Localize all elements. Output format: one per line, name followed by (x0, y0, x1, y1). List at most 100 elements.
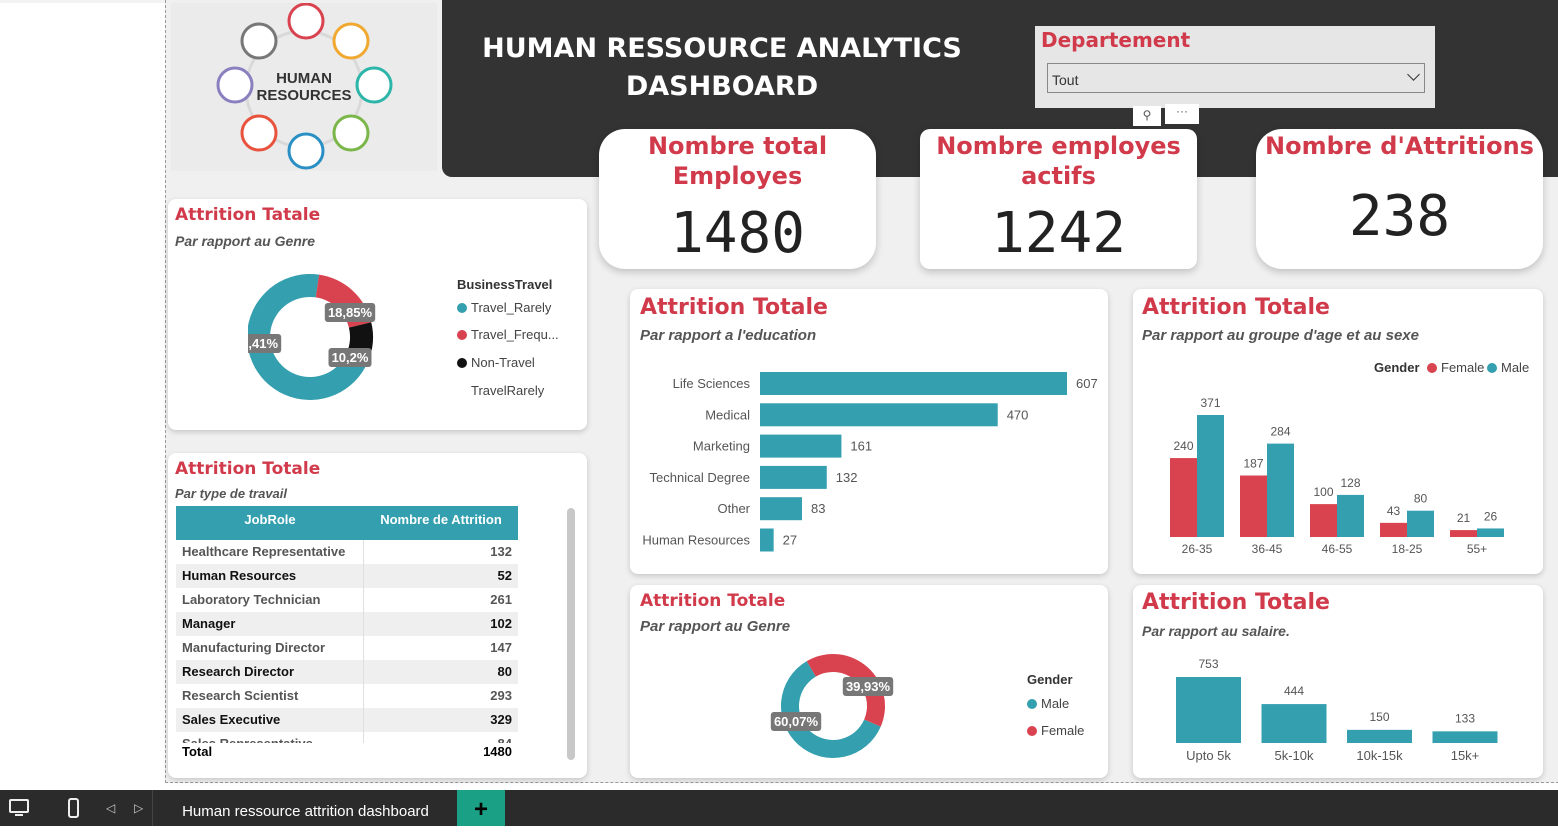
data-label: 83 (811, 501, 825, 516)
kpi-attritions[interactable]: Nombre d'Attritions 238 (1256, 129, 1543, 269)
kpi-title-1: Nombre employes (936, 132, 1181, 160)
page-title: HUMAN RESSOURCE ANALYTICS DASHBOARD (442, 30, 1002, 106)
add-page-button[interactable]: + (457, 790, 505, 826)
card-attrition-education[interactable]: Attrition Totale Par rapport a l'educati… (630, 289, 1108, 574)
card-attrition-travel[interactable]: Attrition Tatale Par rapport au Genre 70… (168, 199, 587, 430)
table-header: JobRole Nombre de Attrition (176, 506, 518, 540)
kpi-active-employees[interactable]: Nombre employes actifs 1242 (920, 129, 1197, 269)
data-label: 70,41% (248, 334, 282, 353)
table-scrollbar[interactable] (567, 508, 575, 760)
col-header-jobrole[interactable]: JobRole (244, 512, 296, 527)
card-title: Attrition Totale (1142, 590, 1330, 615)
bar[interactable] (1176, 677, 1241, 743)
donut-slice-female[interactable] (806, 654, 885, 727)
bar-male[interactable] (1197, 415, 1224, 537)
desktop-view-icon[interactable] (9, 799, 29, 813)
table-row[interactable]: Manager 102 (176, 612, 518, 636)
cell-jobrole: Sales Representative (176, 732, 364, 743)
data-label: 26 (1484, 509, 1498, 523)
donut-slice-travel-rarely[interactable] (248, 274, 368, 400)
mobile-view-icon[interactable] (68, 798, 79, 818)
cell-jobrole: Manager (176, 612, 364, 636)
card-attrition-salary[interactable]: Attrition Totale Par rapport au salaire.… (1133, 585, 1543, 778)
table-row[interactable]: Research Director 80 (176, 660, 518, 684)
bar-female[interactable] (1240, 475, 1267, 537)
card-title: Attrition Totale (640, 591, 786, 611)
legend-item-non-travel[interactable]: Non-Travel (457, 355, 535, 370)
bar[interactable] (760, 528, 774, 552)
bar-male[interactable] (1267, 443, 1294, 537)
axis-tick-label: Other (717, 501, 750, 516)
total-value: 1480 (483, 744, 512, 759)
kpi-title-1: Nombre total (647, 132, 828, 160)
filter-icon[interactable]: ⚲ (1133, 106, 1161, 126)
next-page-icon[interactable]: ▷ (134, 801, 144, 815)
bar[interactable] (1261, 704, 1327, 743)
svg-text:10,2%: 10,2% (332, 350, 369, 365)
cell-jobrole: Human Resources (176, 564, 364, 588)
axis-tick-label: Upto 5k (1186, 748, 1231, 763)
svg-text:18,85%: 18,85% (328, 305, 373, 320)
data-label: 240 (1173, 439, 1193, 453)
legend-item-female[interactable]: Female (1427, 360, 1484, 375)
axis-tick-label: 10k-15k (1356, 748, 1403, 763)
kpi-total-employees[interactable]: Nombre total Employes 1480 (599, 129, 876, 269)
bar[interactable] (1432, 731, 1498, 743)
card-attrition-jobrole[interactable]: Attrition Totale Par type de travail Job… (168, 453, 587, 778)
bar-female[interactable] (1170, 458, 1197, 537)
card-title: Attrition Tatale (175, 205, 321, 225)
bar-female[interactable] (1310, 504, 1337, 537)
table-row[interactable]: Healthcare Representative 132 (176, 540, 518, 564)
legend-item-travel-frequently[interactable]: Travel_Frequ... (457, 327, 559, 342)
legend-item-travelrarely[interactable]: TravelRarely (471, 383, 544, 398)
bar-male[interactable] (1407, 510, 1434, 537)
cell-jobrole: Manufacturing Director (176, 636, 364, 660)
bar[interactable] (760, 403, 998, 427)
bar[interactable] (760, 434, 842, 458)
cell-jobrole: Sales Executive (176, 708, 364, 732)
axis-tick-label: 15k+ (1451, 748, 1480, 763)
tab-human-ressource-attrition[interactable]: Human ressource attrition dashboard (152, 790, 458, 826)
legend-item-travel-rarely[interactable]: Travel_Rarely (457, 300, 551, 315)
table-row[interactable]: Sales Executive 329 (176, 708, 518, 732)
cell-jobrole: Laboratory Technician (176, 588, 364, 612)
data-label: 132 (836, 470, 858, 485)
data-label: 80 (1414, 492, 1428, 506)
legend-item-male[interactable]: Male (1487, 360, 1529, 375)
axis-tick-label: Technical Degree (650, 470, 750, 485)
axis-tick-label: 5k-10k (1274, 748, 1314, 763)
department-dropdown[interactable]: Tout (1047, 63, 1425, 93)
bar[interactable] (760, 372, 1067, 395)
desktop-stand-icon (15, 814, 23, 816)
bar-male[interactable] (1477, 528, 1504, 537)
table-total-row: Total 1480 (176, 743, 518, 763)
col-header-attrition[interactable]: Nombre de Attrition (380, 512, 502, 527)
data-label: 21 (1457, 511, 1471, 525)
table-row[interactable]: Laboratory Technician 261 (176, 588, 518, 612)
bar-male[interactable] (1337, 494, 1364, 537)
table-row[interactable]: Manufacturing Director 147 (176, 636, 518, 660)
bar[interactable] (760, 497, 802, 521)
table-row[interactable]: Human Resources 52 (176, 564, 518, 588)
cell-attrition: 52 (497, 568, 512, 583)
age-gender-bar-chart: 240 371 26-35 187 284 36-45 100 128 46-55 43 80 18-… (1170, 396, 1504, 556)
table-row[interactable]: Sales Representative84 (176, 732, 518, 743)
legend-label: Female (1041, 723, 1085, 738)
bar[interactable] (1347, 729, 1412, 743)
donut-slice-male[interactable] (781, 661, 881, 758)
bar-female[interactable] (1450, 530, 1477, 537)
legend-item-male[interactable]: Male (1027, 696, 1069, 711)
table-row[interactable]: Research Scientist 293 (176, 684, 518, 708)
bar[interactable] (760, 465, 827, 489)
card-attrition-age[interactable]: Attrition Totale Par rapport au groupe d… (1133, 289, 1543, 574)
data-label: 470 (1007, 407, 1029, 422)
page-tabs-bar: ◁ ▷ Human ressource attrition dashboard … (0, 790, 1558, 826)
previous-page-icon[interactable]: ◁ (106, 801, 116, 815)
legend-item-female[interactable]: Female (1027, 723, 1084, 738)
cell-attrition: 80 (497, 664, 512, 679)
card-attrition-gender[interactable]: Attrition Totale Par rapport au Genre 60… (630, 585, 1108, 778)
card-title: Attrition Totale (1142, 295, 1330, 320)
gender-donut-chart: 60,07% 39,93% (770, 654, 894, 758)
bar-female[interactable] (1380, 522, 1407, 537)
more-options-icon[interactable]: ··· (1165, 104, 1199, 124)
